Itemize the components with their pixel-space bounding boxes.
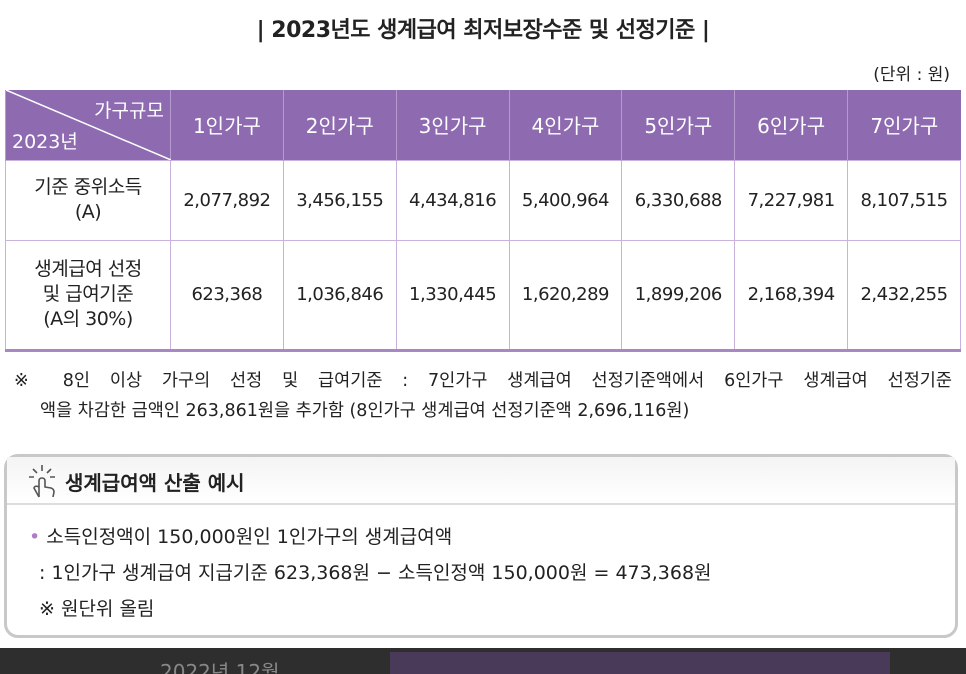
cell: 1,330,445	[395, 239, 510, 352]
note-line: ※ 8인 이상 가구의 선정 및 급여기준 : 7인가구 생계급여 선정기준액에…	[14, 371, 952, 391]
page-label: 2022년 12월	[160, 660, 280, 674]
corner-bottom: 2023년	[12, 130, 78, 153]
row-label: 생계급여 선정 및 급여기준 (A의 30%)	[5, 239, 171, 352]
row-label-line: (A)	[74, 201, 102, 223]
row: 기준 중위소득 (A) 2,077,892 3,456,155 4,434,816 5,4…	[5, 159, 961, 241]
cell: 1,620,289	[508, 239, 623, 352]
cell: 2,168,394	[734, 239, 849, 352]
bullet-line: • 소득인정액이 150,000원인 1인가구의 생계급여액	[29, 519, 712, 555]
bullet-text: 소득인정액이 150,000원인 1인가구의 생계급여액	[46, 526, 453, 548]
cell: 1,899,206	[621, 239, 736, 352]
unit-label: (단위 : 원)	[873, 65, 950, 85]
cell: 3,456,155	[282, 159, 397, 241]
row: 생계급여 선정 및 급여기준 (A의 30%) 623,368 1,036,846 1,3…	[5, 239, 961, 352]
example-title: 생계급여액 산출 예시	[65, 471, 245, 495]
cell: 8,107,515	[847, 159, 961, 241]
row-label: 기준 중위소득 (A)	[5, 159, 171, 241]
row-label-line: 생계급여 선정	[34, 258, 142, 281]
diagonal	[6, 90, 171, 160]
cell: 2,432,255	[847, 239, 961, 352]
column-header: 1인가구	[170, 90, 284, 160]
column-header: 3인가구	[395, 90, 510, 160]
faded-table	[390, 652, 890, 674]
bullet: •	[29, 526, 41, 548]
example-box: 생계급여액 산출 예시 • 소득인정액이 150,000원인 1인가구의 생계급…	[4, 454, 958, 638]
example-line: : 1인가구 생계급여 지급기준 623,368원 − 소득인정액 150,00…	[39, 562, 712, 584]
column-header: 5인가구	[621, 90, 735, 160]
row-label-line: (A의 30%)	[43, 307, 133, 330]
cell: 6,330,688	[621, 159, 736, 241]
cell: 2,077,892	[170, 159, 284, 241]
cell: 1,036,846	[282, 239, 397, 352]
row-label-line: 및 급여기준	[42, 283, 134, 306]
cell: 4,434,816	[395, 159, 510, 241]
column-header: 7인가구	[847, 90, 961, 160]
corner-cell: 가구규모 2023년	[5, 90, 171, 160]
example-header: 생계급여액 산출 예시	[7, 457, 955, 505]
note-line: 액을 차감한 금액인 263,861원을 추가함 (8인가구 생계급여 선정기준…	[40, 401, 690, 421]
column-header: 2인가구	[282, 90, 397, 160]
column-header: 6인가구	[734, 90, 848, 160]
example-body: • 소득인정액이 150,000원인 1인가구의 생계급여액 : 1인가구 생계…	[29, 519, 712, 627]
footer-strip: 2022년 12월	[0, 648, 966, 674]
note: ※ 8인 이상 가구의 선정 및 급여기준 : 7인가구 생계급여 선정기준액에…	[14, 366, 952, 426]
cell: 7,227,981	[734, 159, 849, 241]
cell: 623,368	[170, 239, 284, 352]
corner-top: 가구규모	[94, 100, 164, 122]
column-header: 4인가구	[508, 90, 622, 160]
cell: 5,400,964	[508, 159, 623, 241]
title: | 2023년도 생계급여 최저보장수준 및 선정기준 |	[256, 18, 710, 43]
hand-icon	[29, 465, 55, 498]
row-label-line: 기준 중위소득	[34, 176, 142, 199]
example-line: ※ 원단위 올림	[39, 598, 155, 620]
table: 가구규모 2023년 1인가구 2인가구 3인가구 4인가구 5인가구 6인가구 7인가구 기…	[5, 90, 961, 352]
